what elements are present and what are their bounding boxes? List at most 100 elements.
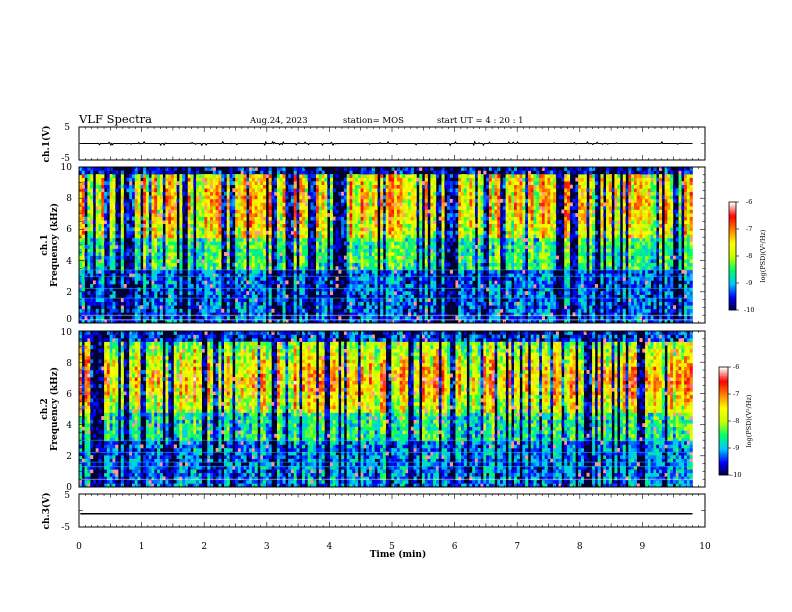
spectrogram-cell bbox=[252, 202, 255, 206]
spectrogram-cell bbox=[87, 202, 90, 206]
spectrogram-cell bbox=[146, 202, 149, 206]
spectrogram-cell bbox=[255, 256, 258, 260]
spectrogram-cell bbox=[93, 199, 96, 203]
spectrogram-cell bbox=[238, 256, 241, 260]
spectrogram-cell bbox=[110, 224, 113, 228]
spectrogram-cell bbox=[252, 259, 255, 263]
spectrogram-cell bbox=[260, 210, 263, 214]
spectrogram-cell bbox=[143, 316, 146, 320]
spectrogram-cell bbox=[249, 266, 252, 270]
spectrogram-cell bbox=[171, 241, 174, 245]
spectrogram-cell bbox=[191, 199, 194, 203]
spectrogram-cell bbox=[244, 238, 247, 242]
spectrogram-cell bbox=[204, 202, 207, 206]
spectrogram-cell bbox=[188, 291, 191, 295]
spectrogram-cell bbox=[135, 302, 138, 306]
spectrogram-cell bbox=[168, 188, 171, 192]
spectrogram-cell bbox=[143, 259, 146, 263]
spectrogram-cell bbox=[101, 312, 104, 316]
spectrogram-cell bbox=[191, 241, 194, 245]
spectrogram-cell bbox=[160, 256, 163, 260]
spectrogram-cell bbox=[241, 174, 244, 178]
spectrogram-cell bbox=[90, 302, 93, 306]
spectrogram-cell bbox=[255, 288, 258, 292]
spectrogram-cell bbox=[129, 185, 132, 189]
spectrogram-cell bbox=[165, 220, 168, 224]
spectrogram-cell bbox=[249, 217, 252, 221]
spectrogram-cell bbox=[188, 280, 191, 284]
spectrogram-cell bbox=[235, 206, 238, 210]
spectrogram-cell bbox=[107, 210, 110, 214]
spectrogram-cell bbox=[252, 256, 255, 260]
spectrogram-cell bbox=[82, 192, 85, 196]
spectrogram-cell bbox=[199, 305, 202, 309]
spectrogram-cell bbox=[207, 202, 210, 206]
spectrogram-cell bbox=[179, 284, 182, 288]
spectrogram-cell bbox=[152, 206, 155, 210]
spectrogram-cell bbox=[204, 167, 207, 171]
spectrogram-cell bbox=[191, 178, 194, 182]
spectrogram-cell bbox=[179, 259, 182, 263]
spectrogram-cell bbox=[235, 302, 238, 306]
spectrogram-cell bbox=[227, 234, 230, 238]
spectrogram-cell bbox=[244, 291, 247, 295]
spectrogram-cell bbox=[235, 213, 238, 217]
spectrogram-cell bbox=[244, 309, 247, 313]
spectrogram-cell bbox=[249, 263, 252, 267]
spectrogram-cell bbox=[135, 178, 138, 182]
spectrogram-cell bbox=[227, 199, 230, 203]
spectrogram-cell bbox=[174, 185, 177, 189]
spectrogram-cell bbox=[152, 263, 155, 267]
spectrogram-cell bbox=[135, 234, 138, 238]
spectrogram-cell bbox=[230, 206, 233, 210]
spectrogram-cell bbox=[263, 181, 266, 185]
spectrogram-cell bbox=[138, 259, 141, 263]
spectrogram-cell bbox=[99, 298, 102, 302]
spectrogram-cell bbox=[132, 273, 135, 277]
spectrogram-cell bbox=[269, 312, 272, 316]
spectrogram-cell bbox=[168, 199, 171, 203]
spectrogram-cell bbox=[252, 309, 255, 313]
spectrogram-cell bbox=[179, 213, 182, 217]
spectrogram-cell bbox=[213, 220, 216, 224]
spectrogram-cell bbox=[143, 309, 146, 313]
spectrogram-cell bbox=[196, 284, 199, 288]
spectrogram-cell bbox=[118, 256, 121, 260]
spectrogram-cell bbox=[146, 185, 149, 189]
spectrogram-cell bbox=[168, 273, 171, 277]
spectrogram-cell bbox=[199, 249, 202, 253]
spectrogram-cell bbox=[252, 316, 255, 320]
spectrogram-cell bbox=[179, 245, 182, 249]
spectrogram-cell bbox=[244, 185, 247, 189]
spectrogram-cell bbox=[213, 298, 216, 302]
spectrogram-cell bbox=[157, 181, 160, 185]
spectrogram-cell bbox=[154, 213, 157, 217]
spectrogram-cell bbox=[129, 192, 132, 196]
spectrogram-cell bbox=[154, 249, 157, 253]
spectrogram-cell bbox=[260, 238, 263, 242]
spectrogram-cell bbox=[149, 256, 152, 260]
spectrogram-cell bbox=[255, 188, 258, 192]
spectrogram-cell bbox=[249, 213, 252, 217]
spectrogram-cell bbox=[96, 288, 99, 292]
spectrogram-cell bbox=[132, 195, 135, 199]
spectrogram-cell bbox=[146, 192, 149, 196]
spectrogram-cell bbox=[210, 206, 213, 210]
spectrogram-cell bbox=[191, 174, 194, 178]
spectrogram-cell bbox=[210, 195, 213, 199]
spectrogram-cell bbox=[177, 316, 180, 320]
spectrogram-cell bbox=[149, 298, 152, 302]
spectrogram-cell bbox=[235, 238, 238, 242]
spectrogram-cell bbox=[177, 231, 180, 235]
spectrogram-cell bbox=[82, 181, 85, 185]
spectrogram-cell bbox=[168, 224, 171, 228]
spectrogram-cell bbox=[179, 309, 182, 313]
spectrogram-cell bbox=[157, 206, 160, 210]
spectrogram-cell bbox=[221, 181, 224, 185]
spectrogram-cell bbox=[246, 291, 249, 295]
spectrogram-cell bbox=[107, 220, 110, 224]
spectrogram-cell bbox=[238, 206, 241, 210]
spectrogram-cell bbox=[146, 199, 149, 203]
spectrogram-cell bbox=[191, 213, 194, 217]
spectrogram-cell bbox=[257, 291, 260, 295]
